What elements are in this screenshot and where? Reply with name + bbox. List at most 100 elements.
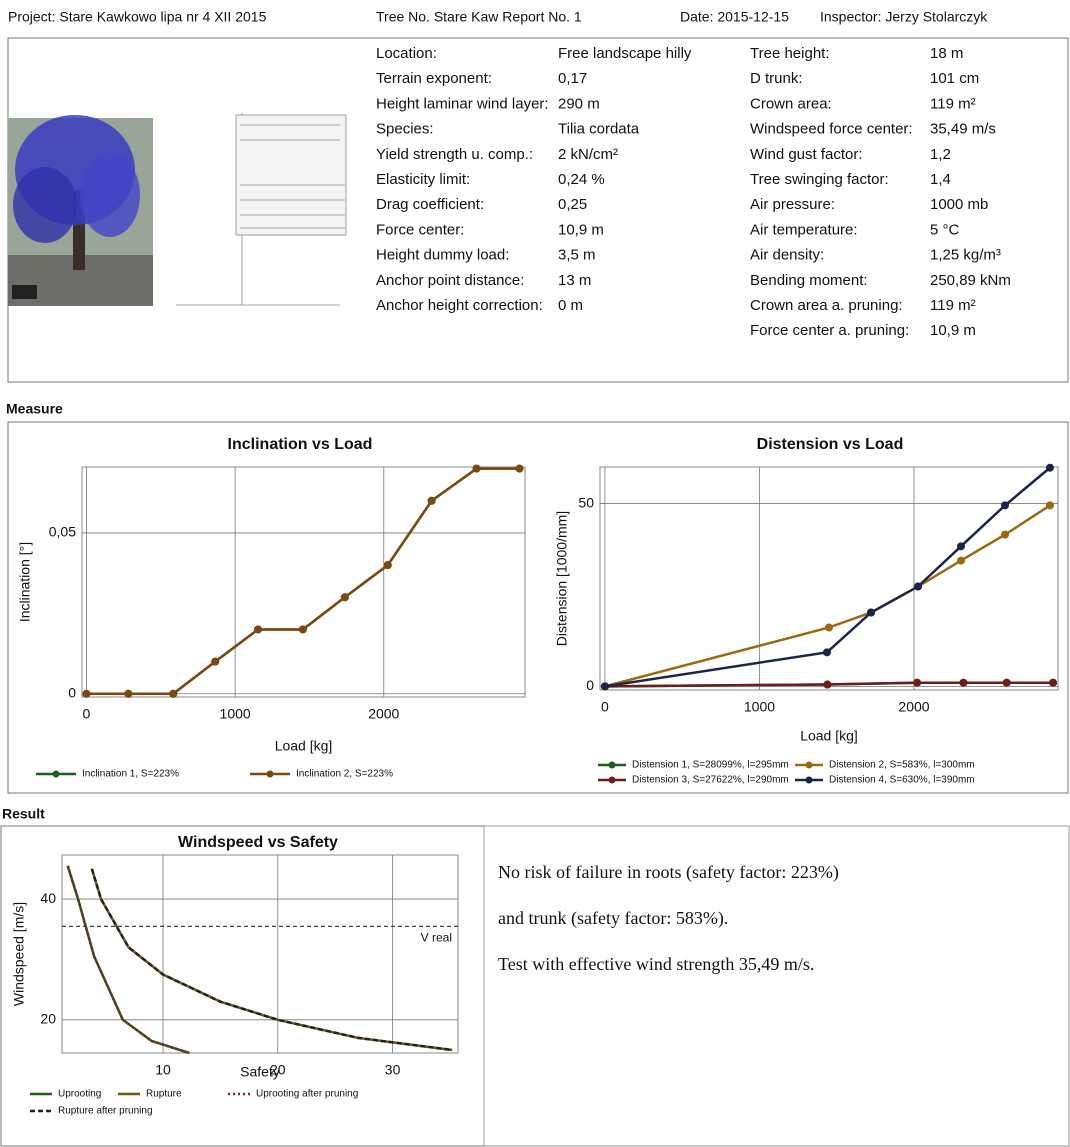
param-value: 3,5 m <box>558 247 596 264</box>
x-axis-label: Load [kg] <box>800 728 858 744</box>
data-point <box>1001 531 1009 539</box>
legend-label: Uprooting <box>58 1089 101 1100</box>
param-label: Air density: <box>750 247 824 264</box>
data-point <box>1003 679 1011 687</box>
plot-area <box>62 855 458 1053</box>
legend-label: Uprooting after pruning <box>256 1089 358 1100</box>
x-axis-label: Load [kg] <box>275 738 333 754</box>
param-value: 18 m <box>930 45 963 62</box>
x-tick-label: 2000 <box>898 699 929 715</box>
param-value: 1000 mb <box>930 196 988 213</box>
header-field: Date: 2015-12-15 <box>680 9 789 25</box>
param-value: 10,9 m <box>930 322 976 339</box>
legend-label: Distension 1, S=28099%, l=295mm <box>632 760 789 771</box>
param-value: 119 m² <box>930 297 976 314</box>
data-point <box>169 690 177 698</box>
y-tick-label: 50 <box>578 494 594 510</box>
param-label: Crown area a. pruning: <box>750 297 903 314</box>
x-tick-label: 0 <box>601 699 609 715</box>
legend-label: Inclination 2, S=223% <box>296 769 393 780</box>
legend-marker <box>806 777 813 784</box>
result-line: and trunk (safety factor: 583%). <box>498 908 728 929</box>
param-value: 5 °C <box>930 221 960 238</box>
param-label: Air temperature: <box>750 221 858 238</box>
param-label: Terrain exponent: <box>376 70 492 87</box>
header-field: Inspector: Jerzy Stolarczyk <box>820 9 988 25</box>
data-point <box>913 679 921 687</box>
legend-marker <box>53 771 60 778</box>
param-label: Height dummy load: <box>376 247 509 264</box>
param-value: 1,25 kg/m³ <box>930 247 1001 264</box>
x-tick-label: 1000 <box>220 706 251 722</box>
data-point <box>82 690 90 698</box>
legend-label: Rupture <box>146 1089 182 1100</box>
param-label: Elasticity limit: <box>376 171 470 188</box>
param-label: Height laminar wind layer: <box>376 95 549 112</box>
result-line: Test with effective wind strength 35,49 … <box>498 954 814 974</box>
param-value: Tilia cordata <box>558 121 640 138</box>
param-label: Force center: <box>376 221 464 238</box>
chart-title: Distension vs Load <box>757 436 904 453</box>
chart-title: Windspeed vs Safety <box>178 834 338 851</box>
param-value: Free landscape hilly <box>558 45 692 62</box>
legend-label: Rupture after pruning <box>58 1106 153 1117</box>
data-point <box>299 625 307 633</box>
data-point <box>825 623 833 631</box>
y-tick-label: 20 <box>40 1011 56 1027</box>
param-label: Crown area: <box>750 95 832 112</box>
data-point <box>823 648 831 656</box>
header-field: Tree No. Stare Kaw Report No. 1 <box>376 9 582 25</box>
param-value: 290 m <box>558 95 600 112</box>
x-tick-label: 1000 <box>744 699 775 715</box>
legend-marker <box>267 771 274 778</box>
section-label: Measure <box>6 401 63 417</box>
param-label: Tree height: <box>750 45 830 62</box>
data-point <box>1046 464 1054 472</box>
legend-marker <box>806 762 813 769</box>
tree-photo <box>8 115 153 306</box>
legend-marker <box>609 777 616 784</box>
param-value: 0,25 <box>558 196 587 213</box>
param-label: Anchor point distance: <box>376 272 524 289</box>
header-field: Project: Stare Kawkowo lipa nr 4 XII 201… <box>8 9 267 25</box>
param-label: Tree swinging factor: <box>750 171 889 188</box>
param-value: 119 m² <box>930 95 976 112</box>
param-label: D trunk: <box>750 70 803 87</box>
result-line: No risk of failure in roots (safety fact… <box>498 862 839 883</box>
param-label: Wind gust factor: <box>750 146 863 163</box>
section-label: Result <box>2 806 45 822</box>
chart-title: Inclination vs Load <box>228 436 373 453</box>
param-value: 1,4 <box>930 171 951 188</box>
data-point <box>867 608 875 616</box>
data-point <box>957 542 965 550</box>
y-tick-label: 0 <box>586 677 594 693</box>
legend-label: Inclination 1, S=223% <box>82 769 179 780</box>
data-point <box>473 465 481 473</box>
data-point <box>601 682 609 690</box>
param-value: 13 m <box>558 272 591 289</box>
param-value: 10,9 m <box>558 221 604 238</box>
data-point <box>959 679 967 687</box>
data-point <box>1049 679 1057 687</box>
y-tick-label: 0 <box>68 684 76 700</box>
param-label: Drag coefficient: <box>376 196 484 213</box>
param-label: Windspeed force center: <box>750 121 913 138</box>
param-value: 0,24 % <box>558 171 605 188</box>
param-value: 1,2 <box>930 146 951 163</box>
y-axis-label: Inclination [°] <box>17 542 33 622</box>
data-point <box>1001 501 1009 509</box>
y-tick-label: 0,05 <box>49 524 76 540</box>
legend-label: Distension 3, S=27622%, l=290mm <box>632 775 789 786</box>
param-value: 0 m <box>558 297 583 314</box>
y-axis-label: Windspeed [m/s] <box>11 902 27 1006</box>
plot-area <box>82 467 525 697</box>
param-label: Bending moment: <box>750 272 868 289</box>
y-tick-label: 40 <box>40 890 56 906</box>
data-point <box>957 557 965 565</box>
param-label: Force center a. pruning: <box>750 322 909 339</box>
x-tick-label: 30 <box>385 1062 401 1078</box>
y-axis-label: Distension [1000/mm] <box>554 511 570 646</box>
x-tick-label: 2000 <box>368 706 399 722</box>
data-point <box>341 593 349 601</box>
x-tick-label: 0 <box>83 706 91 722</box>
